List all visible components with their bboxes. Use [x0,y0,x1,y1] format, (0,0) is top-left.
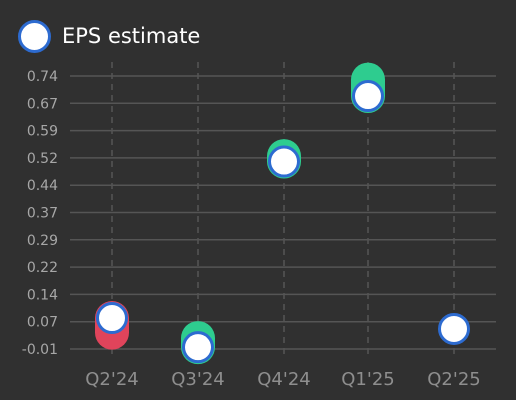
y-tick-label: 0.22 [27,260,58,276]
y-tick-label: 0.52 [27,151,58,167]
x-tick-label: Q3'24 [171,369,224,390]
eps-estimate-point [438,312,470,345]
x-axis: Q2'24 Q3'24 Q4'24 Q1'25 Q2'25 [85,369,480,390]
x-tick-label: Q1'25 [341,369,394,390]
y-tick-label: 0.14 [27,287,58,303]
y-tick-label: 0.44 [27,178,58,194]
x-tick-label: Q4'24 [257,369,310,390]
legend[interactable]: EPS estimate [18,19,200,53]
x-tick-label: Q2'25 [427,369,480,390]
y-tick-label: 0.59 [27,124,58,140]
y-tick-label: 0.29 [27,233,58,249]
y-tick-label: 0.67 [27,96,58,112]
y-tick-label: -0.01 [22,342,58,358]
legend-label: EPS estimate [62,24,201,48]
x-tick-label: Q2'24 [85,369,138,390]
y-tick-label: 0.37 [27,206,58,222]
eps-estimate-point [352,80,384,113]
actual-eps-series [95,62,385,365]
y-axis: 0.74 0.67 0.59 0.52 0.44 0.37 0.29 0.22 0.14 0.07… [22,69,58,358]
eps-estimate-series [96,80,470,364]
y-tick-label: 0.74 [27,69,58,85]
eps-estimate-point [96,302,128,335]
eps-estimate-point [182,331,214,364]
legend-marker-icon [18,19,51,53]
y-tick-label: 0.07 [27,315,58,331]
eps-estimate-point [268,145,300,178]
grid [70,62,496,359]
